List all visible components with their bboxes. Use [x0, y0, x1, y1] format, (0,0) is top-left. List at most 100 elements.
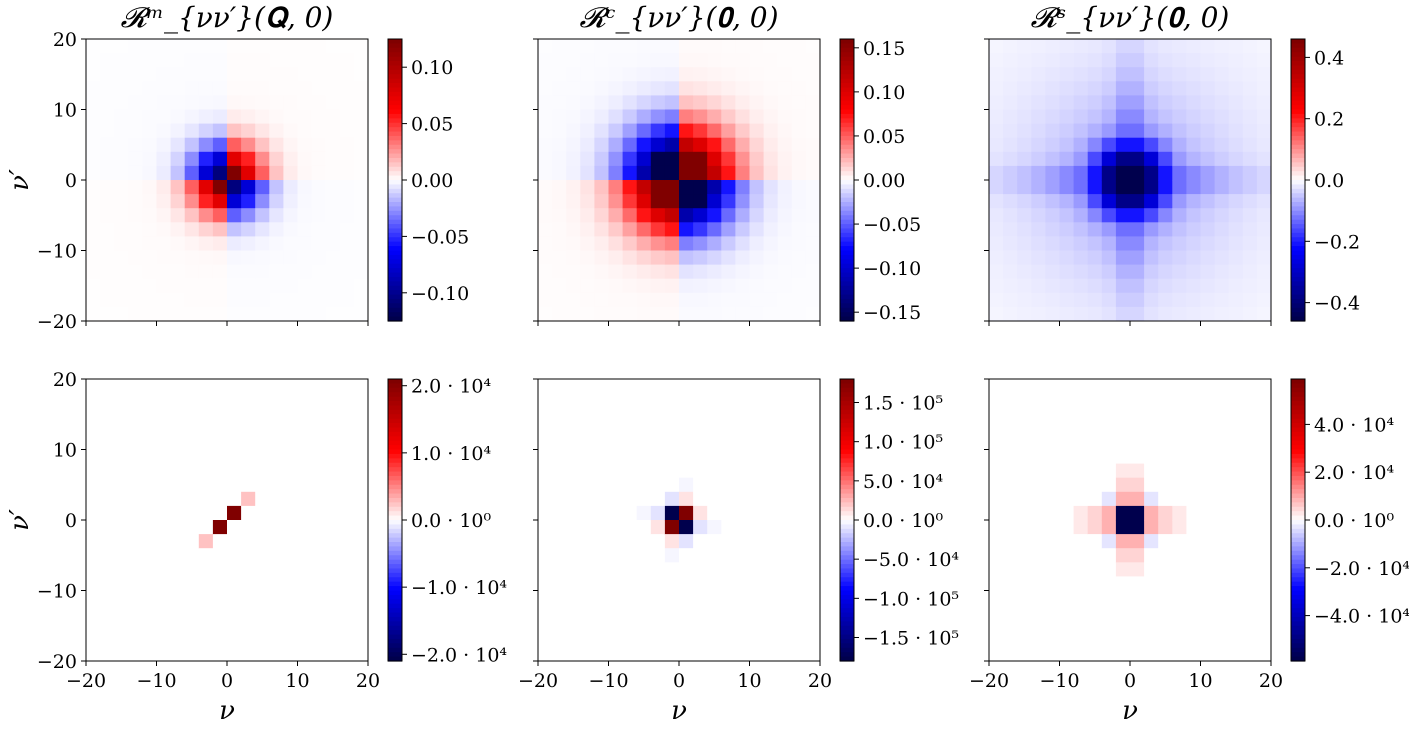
- heatmap-cell: [1200, 264, 1215, 280]
- heatmap-cell: [1059, 646, 1074, 662]
- heatmap-cell: [608, 292, 623, 308]
- heatmap-cell: [989, 520, 1004, 535]
- x-tick-label: 20: [356, 670, 380, 692]
- heatmap-cell: [283, 534, 298, 549]
- heatmap-cell: [1130, 548, 1145, 563]
- heatmap-cell: [1172, 449, 1187, 464]
- heatmap-cell: [580, 604, 595, 620]
- heatmap-cell: [594, 151, 609, 167]
- heatmap-cell: [777, 137, 793, 153]
- heatmap-cell: [311, 151, 327, 167]
- heatmap-cell: [156, 123, 171, 139]
- heatmap-cell: [580, 379, 595, 394]
- heatmap-cell: [1200, 562, 1215, 577]
- heatmap-cell: [156, 491, 171, 507]
- heatmap-cell: [297, 477, 312, 493]
- heatmap-cell: [777, 449, 793, 464]
- heatmap-cell: [791, 562, 807, 577]
- heatmap-cell: [184, 590, 200, 605]
- heatmap-cell: [580, 463, 595, 479]
- heatmap-cell: [1017, 618, 1032, 634]
- heatmap-cell: [1073, 534, 1089, 549]
- heatmap-cell: [170, 222, 186, 237]
- heatmap-cell: [353, 180, 369, 195]
- heatmap-cell: [693, 435, 708, 450]
- colorbar-tick-label: 0.15: [863, 38, 905, 60]
- colorbar-step: [1291, 254, 1305, 260]
- heatmap-cell: [255, 463, 270, 479]
- heatmap-cell: [636, 505, 652, 521]
- heatmap-cell: [721, 236, 736, 251]
- heatmap-cell: [1256, 109, 1272, 124]
- heatmap-cell: [198, 505, 214, 521]
- heatmap-cell: [1101, 292, 1117, 308]
- heatmap-cell: [721, 618, 736, 634]
- heatmap-cell: [650, 379, 666, 394]
- colorbar-step: [1291, 193, 1305, 199]
- heatmap-cell: [283, 393, 298, 408]
- heatmap-cell: [283, 123, 298, 139]
- heatmap-cell: [1003, 562, 1018, 577]
- heatmap-cell: [1087, 449, 1103, 464]
- heatmap-cell: [580, 435, 595, 450]
- heatmap-cell: [735, 264, 750, 280]
- heatmap-cell: [1228, 306, 1244, 322]
- heatmap-cell: [805, 590, 821, 605]
- heatmap-cell: [1228, 562, 1244, 577]
- heatmap-cell: [1045, 123, 1060, 139]
- heatmap-cell: [679, 222, 694, 237]
- heatmap-cell: [1031, 95, 1046, 110]
- heatmap-cell: [1045, 165, 1060, 181]
- heatmap-cell: [664, 236, 680, 251]
- heatmap-cell: [227, 264, 242, 280]
- heatmap-cell: [128, 477, 143, 493]
- heatmap-cell: [1144, 407, 1159, 422]
- heatmap-cell: [156, 646, 171, 662]
- heatmap-cell: [100, 477, 115, 493]
- heatmap-cell: [227, 421, 242, 436]
- heatmap-cell: [693, 562, 708, 577]
- heatmap-cell: [212, 151, 228, 167]
- heatmap-cell: [1172, 123, 1187, 139]
- colorbar-step: [388, 122, 402, 128]
- colorbar-step: [840, 546, 854, 552]
- heatmap-cell: [1073, 505, 1089, 521]
- heatmap-cell: [1003, 67, 1018, 82]
- heatmap-cell: [353, 604, 369, 620]
- heatmap-cell: [1031, 109, 1046, 124]
- y-tick-label: −20: [37, 651, 77, 673]
- heatmap-cell: [749, 264, 764, 280]
- heatmap-cell: [1186, 165, 1201, 181]
- heatmap-cell: [777, 109, 793, 124]
- heatmap-cell: [1158, 208, 1173, 223]
- heatmap-cell: [693, 109, 708, 124]
- x-tick-label: 10: [285, 670, 309, 692]
- heatmap-cell: [650, 505, 666, 521]
- heatmap-cell: [1144, 292, 1159, 308]
- heatmap-cell: [777, 379, 793, 394]
- heatmap-cell: [1242, 604, 1258, 620]
- heatmap-cell: [622, 562, 638, 577]
- heatmap-cell: [184, 407, 200, 422]
- colorbar-step: [840, 621, 854, 627]
- heatmap-cell: [1101, 278, 1117, 294]
- heatmap-cell: [1073, 137, 1089, 153]
- heatmap-cell: [1158, 53, 1173, 68]
- heatmap-cell: [650, 520, 666, 535]
- heatmap-cell: [1101, 81, 1117, 96]
- heatmap-cell: [1214, 393, 1230, 408]
- heatmap-cell: [989, 548, 1004, 563]
- heatmap-cell: [608, 435, 623, 450]
- colorbar-step: [840, 171, 854, 177]
- heatmap-cell: [1256, 407, 1272, 422]
- heatmap-cell: [339, 95, 355, 110]
- heatmap-cell: [1101, 421, 1117, 436]
- heatmap-cell: [763, 39, 779, 54]
- heatmap-cell: [1214, 576, 1230, 591]
- heatmap-cell: [283, 236, 298, 251]
- colorbar-step: [840, 215, 854, 221]
- heatmap-cell: [679, 520, 694, 535]
- heatmap-cell: [664, 292, 680, 308]
- heatmap-cell: [566, 576, 581, 591]
- colorbar-step: [1291, 401, 1305, 407]
